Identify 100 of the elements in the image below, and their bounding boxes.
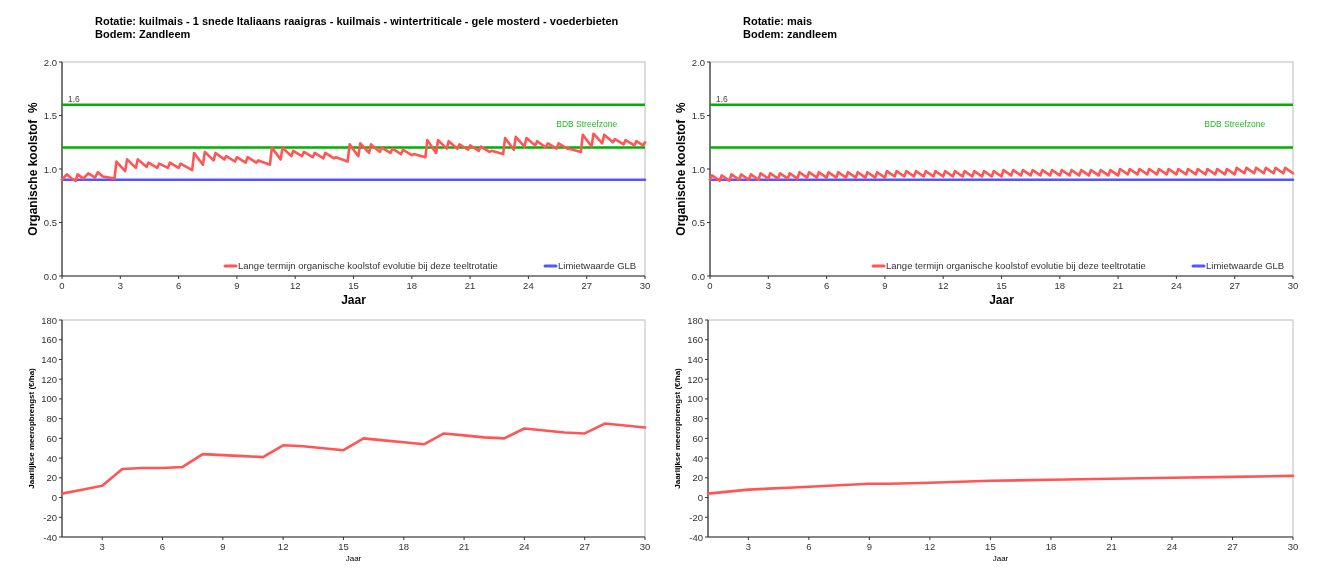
chart-subtitle: Bodem: zandleem [743,28,838,40]
y-tick-label: -20 [689,511,703,523]
x-tick-label: 3 [765,280,771,291]
x-axis-title: Jaar [341,293,367,307]
y-tick-label: 140 [41,353,57,365]
x-tick-label: 30 [639,541,651,552]
ref-line-label: 1.6 [68,93,81,104]
legend-label: Lange termijn organische koolstof evolutie bij deze teeltrotatie [886,260,1146,272]
y-tick-label: 0.5 [43,217,57,228]
x-tick-label: 18 [1054,280,1066,291]
legend-label: Lange termijn organische koolstof evolutie bij deze teeltrotatie [238,260,498,272]
x-tick-label: 15 [996,280,1007,291]
y-tick-label: -20 [43,511,57,523]
y-tick-label: 120 [687,373,703,385]
x-tick-label: 30 [1287,280,1299,291]
y-tick-label: 160 [41,334,57,346]
y-tick-label: 0.0 [691,270,705,282]
y-tick-label: 80 [692,413,703,425]
y-axis-title: Jaarlijkse meeropbrengst (€/ha) [27,367,36,489]
line-series [60,422,647,495]
x-tick-label: 15 [985,541,996,552]
x-tick-label: 21 [464,280,476,291]
x-tick-label: 0 [707,280,713,291]
x-tick-label: 27 [581,280,592,291]
x-tick-label: 9 [220,541,226,552]
x-tick-label: 18 [406,280,418,291]
chart-title: Rotatie: mais [743,15,813,27]
x-tick-label: 30 [1287,541,1299,552]
y-tick-label: 1.0 [691,163,705,175]
x-tick-label: 6 [175,280,182,291]
legend-label: Limietwaarde GLB [1206,260,1285,272]
x-tick-label: 15 [348,280,359,291]
x-tick-label: 24 [1166,541,1178,552]
x-tick-label: 3 [99,541,105,552]
x-tick-label: 27 [579,541,590,552]
chart-title: Rotatie: kuilmais - 1 snede Italiaans raaigras - kuilmais - wintertriticale - gele mosterd - voederbieten [95,15,619,27]
x-tick-label: 15 [338,541,349,552]
x-tick-label: 0 [59,280,65,291]
x-tick-label: 30 [639,280,651,291]
y-axis-title: Organische koolstof % [674,101,688,236]
y-axis-title: Jaarlijkse meeropbrengst (€/ha) [673,367,682,489]
y-tick-label: 60 [46,432,57,444]
x-tick-label: 12 [937,280,949,291]
y-tick-label: 80 [46,413,57,425]
y-tick-label: 180 [41,314,57,326]
y-axis-title: Organische koolstof % [26,101,40,236]
x-tick-label: 12 [277,541,289,552]
y-tick-label: 2.0 [691,56,705,68]
x-tick-label: 18 [398,541,410,552]
line-series [60,132,647,183]
x-tick-label: 12 [289,280,301,291]
x-tick-label: 9 [234,280,240,291]
y-tick-label: 120 [41,373,57,385]
y-tick-label: 0.5 [691,217,705,228]
y-tick-label: -40 [689,531,703,543]
y-tick-label: 100 [41,393,57,405]
x-tick-label: 6 [823,280,830,291]
y-tick-label: 0 [51,492,57,504]
x-tick-label: 27 [1227,541,1238,552]
y-tick-label: 20 [46,472,57,484]
line-series [708,166,1295,183]
x-tick-label: 9 [882,280,888,291]
x-tick-label: 24 [523,280,534,291]
y-tick-label: 1.5 [43,110,57,121]
x-tick-label: 21 [1112,280,1124,291]
y-tick-label: 0 [697,492,703,504]
ref-line-label: 1.6 [716,93,729,104]
y-tick-label: 180 [687,314,703,326]
x-tick-label: 27 [1229,280,1240,291]
chart-subtitle: Bodem: Zandleem [95,28,191,40]
x-tick-label: 12 [924,541,936,552]
y-tick-label: 60 [692,432,703,444]
y-tick-label: 1.0 [43,163,57,175]
x-axis-title: Jaar [989,293,1015,307]
y-tick-label: 40 [692,452,703,464]
y-tick-label: 100 [687,393,703,405]
y-tick-label: 40 [46,452,57,464]
x-tick-label: 6 [159,541,166,552]
x-tick-label: 21 [1106,541,1117,552]
x-tick-label: 21 [458,541,470,552]
y-tick-label: 160 [687,334,703,346]
y-tick-label: 1.5 [691,110,705,121]
y-tick-label: 0.0 [43,270,57,282]
x-tick-label: 18 [1045,541,1057,552]
line-series [706,474,1295,495]
x-tick-label: 9 [866,541,873,552]
y-tick-label: 2.0 [43,56,57,68]
y-tick-label: -40 [43,531,57,543]
y-tick-label: 140 [687,353,703,365]
x-tick-label: 24 [519,541,530,552]
legend-label: Limietwaarde GLB [558,260,637,272]
y-tick-label: 20 [692,472,703,484]
x-tick-label: 3 [117,280,123,291]
x-axis-title: Jaar [345,554,362,563]
x-tick-label: 3 [745,541,751,552]
annotation: BDB Streefzone [1204,119,1266,130]
x-tick-label: 6 [806,541,812,552]
x-axis-title: Jaar [992,554,1009,563]
annotation: BDB Streefzone [556,119,618,130]
x-tick-label: 24 [1171,280,1182,291]
